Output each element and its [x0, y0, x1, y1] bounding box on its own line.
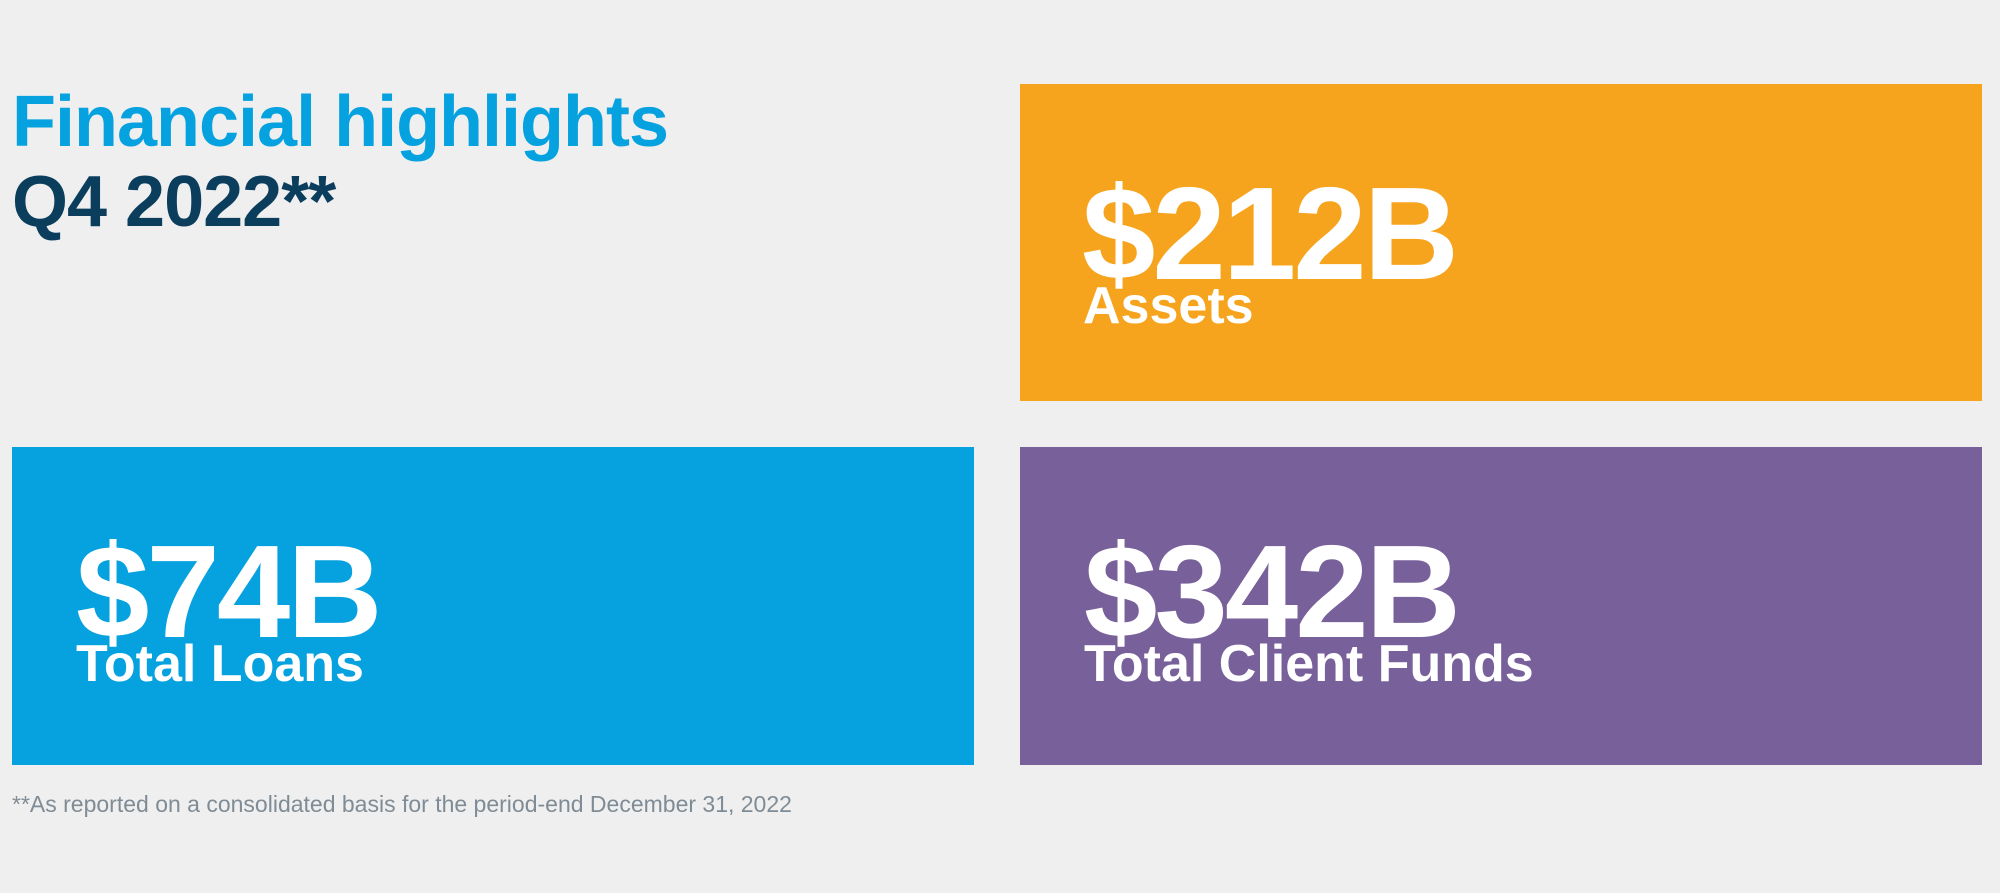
total-client-funds-card: $342B Total Client Funds: [1020, 447, 1982, 765]
total-loans-label: Total Loans: [76, 635, 364, 693]
assets-label: Assets: [1083, 277, 1254, 335]
total-client-funds-value: $342B: [1084, 518, 1461, 665]
footnote: **As reported on a consolidated basis fo…: [12, 791, 792, 817]
total-loans-value: $74B: [76, 518, 383, 665]
total-client-funds-label: Total Client Funds: [1084, 635, 1534, 693]
page-title: Financial highlights: [12, 82, 669, 162]
assets-card: $212B Assets: [1020, 84, 1982, 401]
page-subtitle: Q4 2022**: [12, 162, 336, 242]
page-heading: Financial highlights Q4 2022**: [12, 82, 669, 242]
assets-value: $212B: [1082, 160, 1459, 307]
total-loans-card: $74B Total Loans: [12, 447, 974, 765]
